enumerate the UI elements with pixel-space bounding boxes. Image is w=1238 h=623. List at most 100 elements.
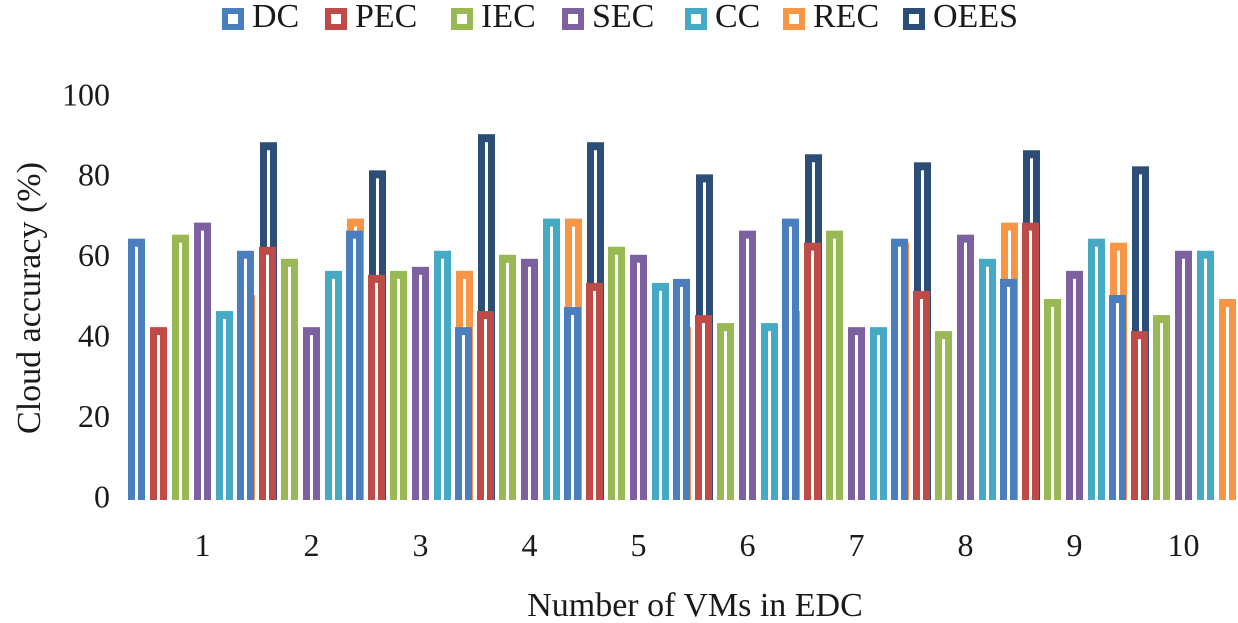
legend-item-cc: CC	[685, 0, 760, 35]
bar-highlight	[877, 335, 880, 500]
bar-highlight	[528, 266, 531, 500]
bar-highlight	[353, 238, 356, 500]
bar-highlight	[266, 254, 269, 500]
bar-highlight	[1204, 258, 1207, 500]
bar-pec-10	[1131, 331, 1148, 500]
y-tick-label: 60	[78, 237, 110, 273]
bar-dc-7	[782, 218, 799, 500]
bar-highlight	[550, 226, 553, 500]
bar-sec-7	[848, 327, 865, 500]
chart-bars	[128, 134, 1236, 501]
bar-sec-1	[194, 222, 211, 500]
bar-highlight	[201, 230, 204, 500]
bar-highlight	[964, 242, 967, 500]
legend-swatch-inner	[228, 14, 238, 24]
bar-iec-7	[826, 230, 843, 500]
bar-highlight	[223, 319, 226, 500]
bar-pec-4	[477, 311, 494, 500]
x-axis-title: Number of VMs in EDC	[527, 587, 863, 623]
bar-highlight	[615, 254, 618, 500]
bar-iec-3	[390, 270, 407, 500]
bar-pec-1	[150, 327, 167, 500]
bar-iec-5	[608, 246, 625, 500]
legend-swatch-inner	[331, 14, 341, 24]
legend-swatch-inner	[909, 14, 919, 24]
legend-item-iec: IEC	[451, 0, 536, 35]
bar-highlight	[1095, 246, 1098, 500]
legend-label: REC	[813, 0, 879, 35]
bar-pec-5	[586, 282, 603, 500]
y-tick-label: 40	[78, 318, 110, 354]
bar-dc-10	[1109, 294, 1126, 500]
bar-pec-7	[804, 242, 821, 500]
legend-label: DC	[252, 0, 299, 35]
legend-label: OEES	[933, 0, 1018, 35]
x-tick-label: 4	[522, 527, 538, 563]
x-tick-label: 2	[304, 527, 320, 563]
legend-item-rec: REC	[783, 0, 879, 35]
legend-swatch-inner	[457, 14, 467, 24]
bar-highlight	[724, 331, 727, 500]
bar-highlight	[244, 258, 247, 500]
bar-cc-2	[325, 270, 342, 500]
bar-highlight	[1226, 307, 1229, 500]
legend-swatch-inner	[789, 14, 799, 24]
bar-highlight	[920, 298, 923, 500]
y-tick-label: 20	[78, 398, 110, 434]
x-tick-label: 10	[1168, 527, 1200, 563]
bar-highlight	[332, 278, 335, 500]
x-tick-label: 1	[195, 527, 211, 563]
bar-highlight	[702, 323, 705, 500]
legend-swatch-inner	[691, 14, 701, 24]
x-tick-label: 7	[849, 527, 865, 563]
bar-dc-8	[891, 238, 908, 500]
chart-legend: DC PEC IEC SEC CC REC OEES	[222, 0, 1018, 35]
legend-label: CC	[715, 0, 760, 35]
bar-highlight	[898, 246, 901, 500]
bar-cc-5	[652, 282, 669, 500]
bar-cc-10	[1197, 250, 1214, 500]
bar-sec-10	[1175, 250, 1192, 500]
bar-dc-1	[128, 238, 145, 500]
bar-highlight	[593, 290, 596, 500]
bar-iec-2	[281, 258, 298, 500]
y-tick-label: 0	[94, 478, 110, 514]
bar-highlight	[833, 238, 836, 500]
legend-label: SEC	[592, 0, 654, 35]
bar-highlight	[310, 335, 313, 500]
bar-rec-10	[1219, 299, 1236, 500]
bar-cc-8	[979, 258, 996, 500]
bar-highlight	[986, 266, 989, 500]
bar-highlight	[680, 286, 683, 500]
bar-highlight	[768, 331, 771, 500]
bar-highlight	[135, 246, 138, 500]
bar-cc-3	[434, 250, 451, 500]
legend-item-oees: OEES	[903, 0, 1018, 35]
bar-iec-4	[499, 254, 516, 500]
bar-sec-8	[957, 234, 974, 500]
bar-sec-4	[521, 258, 538, 500]
bar-highlight	[506, 262, 509, 500]
bar-sec-6	[739, 230, 756, 500]
bar-pec-6	[695, 315, 712, 500]
bar-dc-6	[673, 278, 690, 500]
bar-highlight	[1051, 307, 1054, 500]
x-axis-ticks: 1 2 3 4 5 6 7 8 9 10	[195, 527, 1200, 563]
bar-highlight	[637, 262, 640, 500]
x-tick-label: 9	[1067, 527, 1083, 563]
legend-item-pec: PEC	[325, 0, 417, 35]
bar-pec-8	[913, 290, 930, 500]
bar-pec-2	[259, 246, 276, 500]
bar-highlight	[1160, 323, 1163, 500]
legend-item-sec: SEC	[562, 0, 654, 35]
bar-sec-9	[1066, 270, 1083, 500]
bar-highlight	[1116, 302, 1119, 500]
bar-highlight	[441, 258, 444, 500]
bar-highlight	[659, 290, 662, 500]
bar-highlight	[179, 242, 182, 500]
bar-highlight	[1007, 286, 1010, 500]
bar-highlight	[397, 278, 400, 500]
bar-highlight	[942, 339, 945, 500]
bar-dc-3	[346, 230, 363, 500]
